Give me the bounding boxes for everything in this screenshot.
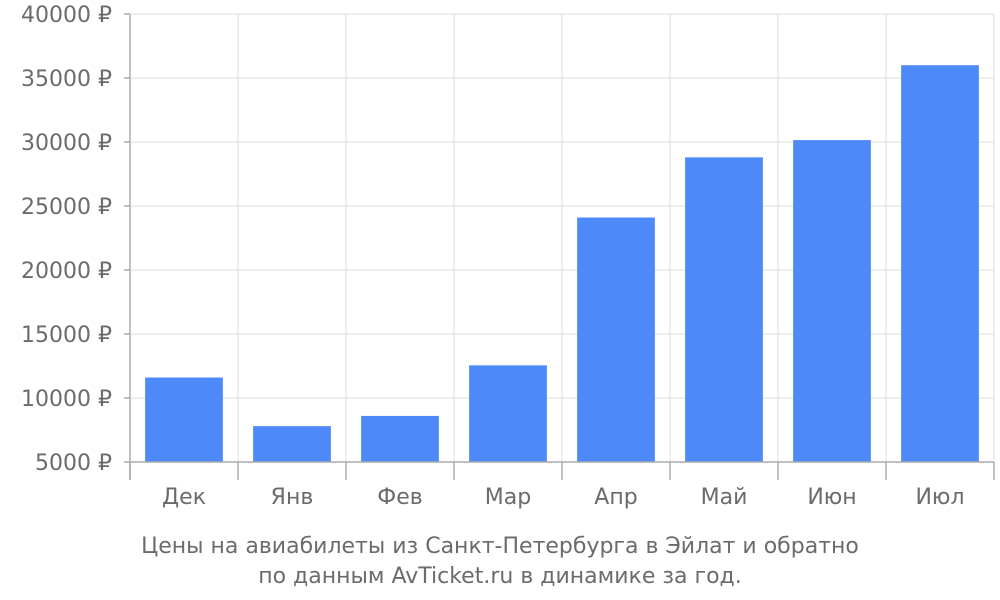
y-tick-label: 15000 ₽	[21, 323, 112, 348]
bar-7	[793, 140, 871, 462]
x-tick-label: Мар	[485, 485, 531, 510]
caption-line-1: Цены на авиабилеты из Санкт-Петербурга в…	[141, 534, 859, 559]
y-tick-label: 25000 ₽	[21, 195, 112, 220]
caption-line-2: по данным AvTicket.ru в динамике за год.	[258, 564, 742, 589]
bar-5	[577, 217, 655, 462]
y-tick-labels: 5000 ₽ 10000 ₽ 15000 ₽ 20000 ₽ 25000 ₽ 30000 …	[21, 3, 112, 476]
axes	[124, 13, 995, 480]
bar-2	[253, 426, 331, 462]
x-tick-label: Май	[701, 485, 748, 510]
bar-4	[469, 365, 547, 462]
bars	[145, 65, 979, 463]
x-tick-label: Фев	[377, 485, 422, 510]
y-tick-label: 30000 ₽	[21, 131, 112, 156]
x-tick-label: Янв	[271, 485, 314, 510]
y-tick-label: 20000 ₽	[21, 259, 112, 284]
x-tick-label: Дек	[162, 485, 206, 510]
grid	[130, 13, 995, 463]
bar-6	[685, 157, 763, 463]
x-tick-label: Июн	[807, 485, 856, 510]
y-tick-label: 5000 ₽	[35, 451, 112, 476]
bar-3	[361, 415, 439, 462]
x-tick-label: Апр	[594, 485, 637, 510]
x-tick-labels: Дек Янв Фев Мар Апр Май Июн Июл	[162, 485, 965, 510]
x-tick-label: Июл	[915, 485, 964, 510]
bar-1	[145, 377, 223, 462]
y-tick-label: 10000 ₽	[21, 387, 112, 412]
bar-8	[901, 65, 979, 462]
y-tick-label: 35000 ₽	[21, 67, 112, 92]
y-tick-label: 40000 ₽	[21, 3, 112, 28]
